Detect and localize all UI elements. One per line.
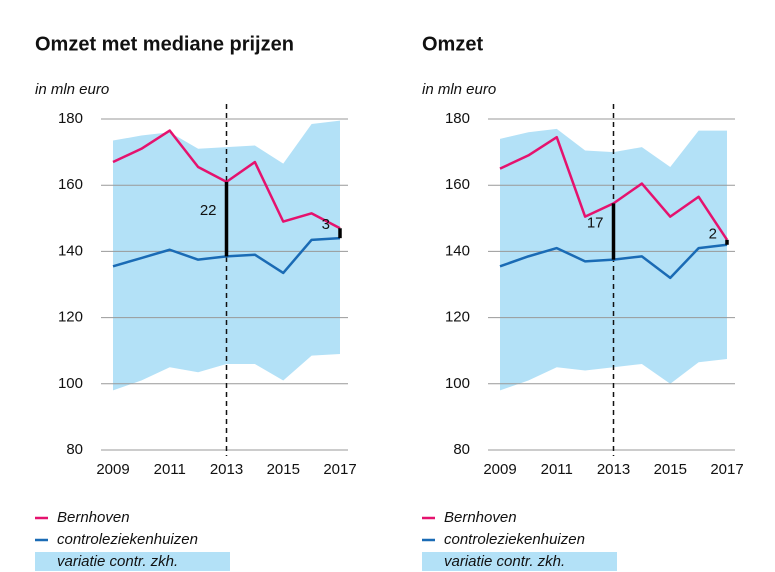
legend-label: Bernhoven xyxy=(444,509,517,526)
y-tick-label: 180 xyxy=(58,110,83,127)
x-tick-label: 2013 xyxy=(210,461,243,478)
legend-label: controleziekenhuizen xyxy=(444,531,585,548)
y-tick-label: 100 xyxy=(58,375,83,392)
y-tick-label: 80 xyxy=(66,441,83,458)
x-tick-label: 2017 xyxy=(710,461,743,478)
chart-title: Omzet xyxy=(422,33,483,55)
x-tick-label: 2017 xyxy=(323,461,356,478)
y-tick-label: 120 xyxy=(58,309,83,326)
x-tick-label: 2015 xyxy=(654,461,687,478)
y-tick-label: 160 xyxy=(58,176,83,193)
annotation: 3 xyxy=(322,216,330,233)
x-tick-label: 2013 xyxy=(597,461,630,478)
y-tick-label: 140 xyxy=(58,242,83,259)
y-tick-label: 160 xyxy=(445,176,470,193)
annotation: 17 xyxy=(587,215,604,232)
y-tick-label: 140 xyxy=(445,242,470,259)
legend-label: variatie contr. zkh. xyxy=(444,553,565,570)
legend-label: Bernhoven xyxy=(57,509,130,526)
x-tick-label: 2009 xyxy=(96,461,129,478)
y-tick-label: 120 xyxy=(445,309,470,326)
x-tick-label: 2009 xyxy=(483,461,516,478)
x-tick-label: 2011 xyxy=(154,461,186,478)
chart-title: Omzet met mediane prijzen xyxy=(35,33,294,55)
y-tick-label: 180 xyxy=(445,110,470,127)
legend-swatch xyxy=(35,552,230,571)
y-tick-label: 80 xyxy=(453,441,470,458)
legend-swatch xyxy=(422,552,617,571)
annotation: 22 xyxy=(200,202,217,219)
y-axis-label: in mln euro xyxy=(422,81,496,98)
legend-label: controleziekenhuizen xyxy=(57,531,198,548)
annotation: 2 xyxy=(709,225,717,242)
x-tick-label: 2011 xyxy=(541,461,573,478)
x-tick-label: 2015 xyxy=(267,461,300,478)
y-axis-label: in mln euro xyxy=(35,81,109,98)
legend-label: variatie contr. zkh. xyxy=(57,553,178,570)
y-tick-label: 100 xyxy=(445,375,470,392)
